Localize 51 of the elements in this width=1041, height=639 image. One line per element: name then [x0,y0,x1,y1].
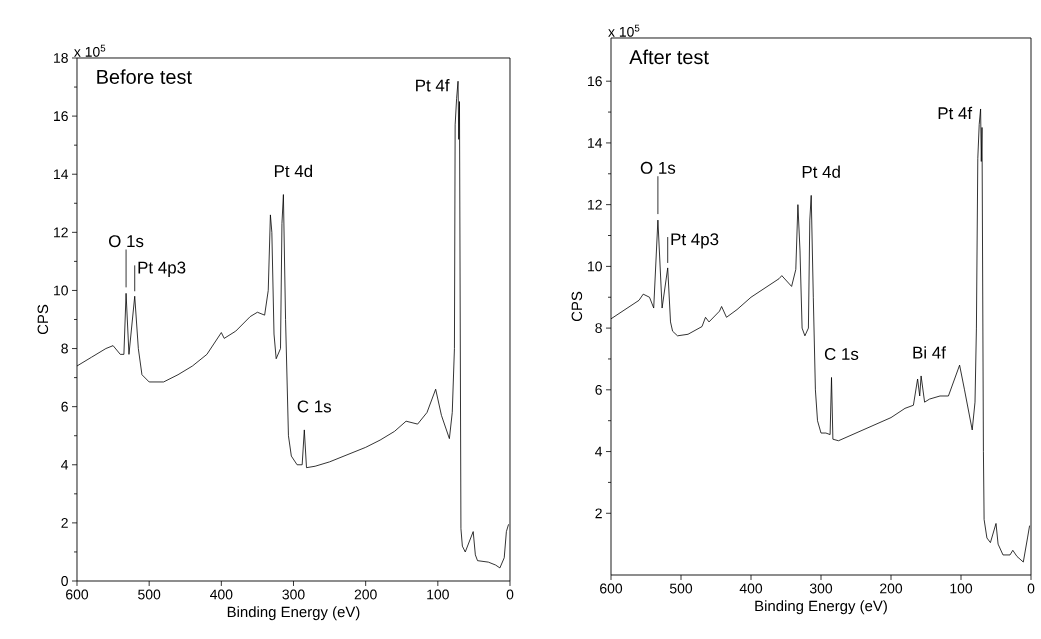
y-axis-title: CPS [37,304,49,335]
y-tick-label: 2 [595,508,602,519]
annotation: Pt 4f [416,79,450,92]
y-tick-label: 10 [588,261,602,272]
annotation: Pt 4p3 [671,233,719,249]
x-tick-label: 500 [138,589,161,600]
text: x 10$^{5}$ [74,44,106,57]
x-tick-label: 400 [739,583,763,594]
y-tick-label: 4 [61,459,69,470]
y-tick-label: 10 [54,285,68,296]
y-tick-label: 6 [595,384,602,395]
y-tick-label: 18 [54,53,68,63]
annotation: O 1s [108,235,144,248]
annotation: Pt 4p3 [138,261,186,277]
x-tick-label: 300 [809,583,833,594]
x-tick-label: 300 [282,589,305,600]
x-tick-label: 200 [354,589,377,600]
x-tick-label: 100 [950,583,973,594]
x-tick-label: 0 [506,589,514,600]
x-tick-label: 400 [210,589,233,600]
x-tick-label: 600 [66,589,89,600]
x-tick-label: 500 [669,583,693,594]
y-tick-label: 14 [588,138,603,148]
x-tick-label: 100 [427,589,449,600]
x-axis-title: Binding Energy (eV) [227,606,360,621]
y-tick-label: 14 [54,169,69,180]
x-tick-label: 200 [880,583,903,594]
y-axis-title: CPS [571,291,583,322]
y-tick-label: 16 [54,111,68,122]
annotation: C 1s [297,400,332,413]
y-tick-label: 12 [54,227,68,238]
y-tick-label: 16 [588,76,602,87]
y-tick-label: 0 [61,576,68,586]
y-tick-label: 6 [61,401,68,412]
text: x 10$^{5}$ [608,24,640,37]
chart-title: After test [629,49,709,65]
annotation: Bi 4f [913,346,946,359]
y-tick-label: 8 [595,323,602,334]
annotation: O 1s [640,161,676,174]
x-axis-title: Binding Energy (eV) [755,600,887,615]
annotation: Pt 4d [802,165,840,178]
annotation: C 1s [824,348,859,361]
x-tick-label: 600 [600,583,623,594]
annotation: Pt 4d [274,164,313,178]
chart-title: Before test [97,69,192,84]
annotation: Pt 4f [938,106,973,120]
y-tick-label: 12 [588,199,602,210]
y-tick-label: 4 [595,446,603,457]
y-tick-label: 8 [61,343,68,354]
y-tick-label: 2 [61,518,68,528]
x-tick-label: 0 [1027,583,1035,594]
